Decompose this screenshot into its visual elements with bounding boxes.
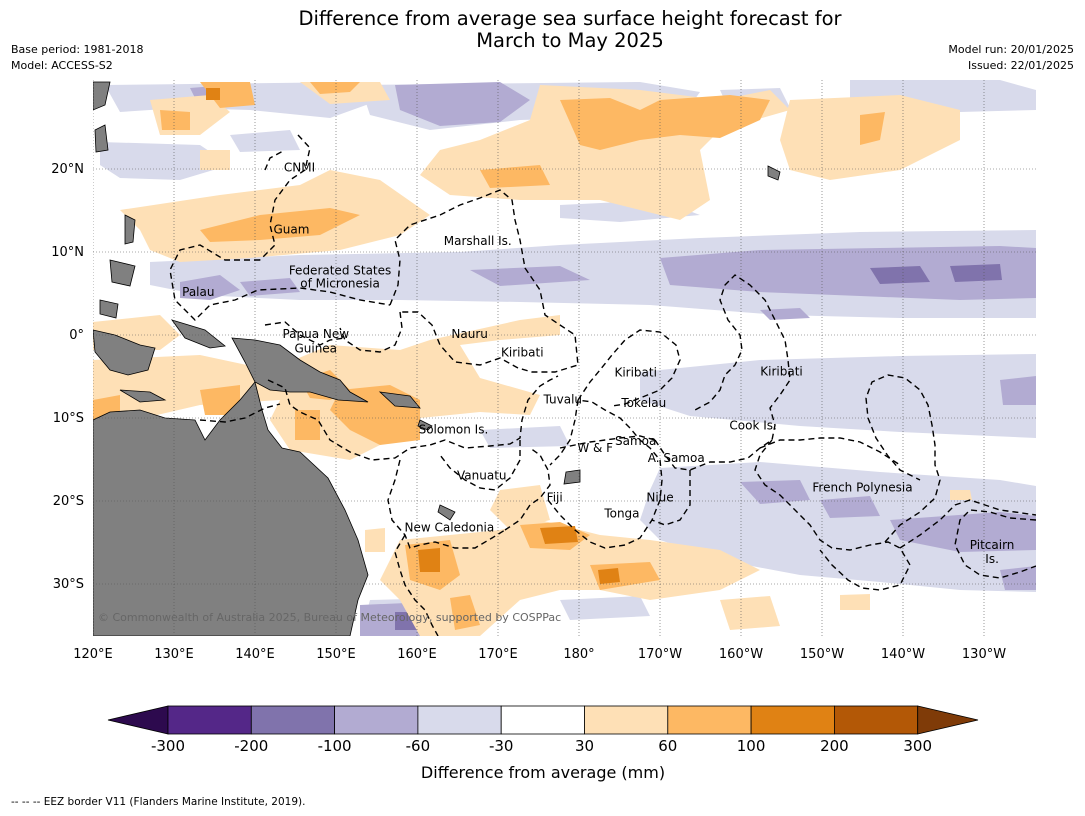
region-label: W & F xyxy=(577,441,613,455)
colorbar-ticks: -300 -200 -100 -60 -30 30 60 100 200 300 xyxy=(151,737,932,755)
model-name: Model: ACCESS-S2 xyxy=(11,59,113,72)
lat-tick-label: 20°N xyxy=(51,162,84,177)
colorbar-tick-label: 60 xyxy=(658,737,677,755)
region-label: of Micronesia xyxy=(300,277,380,291)
region-label: Tuvalu xyxy=(543,393,583,407)
region-label: Tonga xyxy=(603,506,639,520)
colorbar-tick-label: 30 xyxy=(575,737,594,755)
title-line-2: March to May 2025 xyxy=(476,29,664,52)
region-label: Papua New xyxy=(282,327,349,341)
meta-right: Model run: 20/01/2025 Issued: 22/01/2025 xyxy=(948,42,1074,74)
lat-tick-label: 0° xyxy=(69,328,84,343)
colorbar-tick-label: 300 xyxy=(903,737,932,755)
colorbar-box xyxy=(167,705,252,735)
model-run: Model run: 20/01/2025 xyxy=(948,43,1074,56)
region-label: Kiribati xyxy=(614,365,656,379)
colorbar-tick-label: 200 xyxy=(820,737,849,755)
colorbar-min-extend xyxy=(107,705,169,735)
colorbar-box xyxy=(334,705,419,735)
region-label: Marshall Is. xyxy=(444,234,512,248)
region-label: Nauru xyxy=(451,327,487,341)
eez-footnote: -- -- -- EEZ border V11 (Flanders Marine… xyxy=(11,796,306,808)
lon-tick-label: 150°E xyxy=(316,647,356,662)
region-label: Federated States xyxy=(289,263,391,277)
region-label: Vanuatu xyxy=(457,468,507,482)
colorbar-max-extend xyxy=(917,705,979,735)
colorbar-tick-label: -100 xyxy=(318,737,352,755)
region-label: Fiji xyxy=(547,491,563,505)
lat-tick-label: 10°N xyxy=(51,245,84,260)
region-label: CNMI xyxy=(284,160,315,174)
region-label: A. Samoa xyxy=(648,451,705,465)
lon-tick-label: 170°E xyxy=(478,647,518,662)
colorbar-label: Difference from average (mm) xyxy=(421,763,665,782)
colorbar-tick-label: -300 xyxy=(151,737,185,755)
region-label: Kiribati xyxy=(760,365,802,379)
lat-tick-label: 20°S xyxy=(53,494,84,509)
base-period: Base period: 1981-2018 xyxy=(11,43,144,56)
eez-borders xyxy=(169,134,1036,636)
lon-tick-label: 130°W xyxy=(962,647,1006,662)
longitude-labels: 120°E 130°E 140°E 150°E 160°E 170°E 180° 170°W 1… xyxy=(73,647,1006,662)
lon-tick-label: 150°W xyxy=(800,647,844,662)
lon-tick-label: 170°W xyxy=(638,647,682,662)
title-line-1: Difference from average sea surface heig… xyxy=(298,7,842,30)
land-masses xyxy=(93,81,781,636)
latitude-labels: 20°N 10°N 0° 10°S 20°S 30°S xyxy=(51,162,84,592)
lon-tick-label: 160°E xyxy=(397,647,437,662)
region-label: Guinea xyxy=(294,341,337,355)
issued-date: Issued: 22/01/2025 xyxy=(967,59,1074,72)
lon-tick-label: 140°E xyxy=(235,647,275,662)
chart-title: Difference from average sea surface heig… xyxy=(0,8,1085,52)
meta-left: Base period: 1981-2018 Model: ACCESS-S2 xyxy=(11,42,143,74)
lon-tick-label: 130°E xyxy=(154,647,194,662)
region-label: Samoa xyxy=(615,434,656,448)
colorbar-box xyxy=(584,705,669,735)
lon-tick-label: 140°W xyxy=(881,647,925,662)
region-label: Pitcairn xyxy=(970,538,1015,552)
colorbar-tick-label: -30 xyxy=(489,737,514,755)
lat-tick-label: 10°S xyxy=(53,411,84,426)
colorbar-tick-label: 100 xyxy=(737,737,766,755)
copyright-text: © Commonwealth of Australia 2025, Bureau… xyxy=(98,611,561,624)
lon-tick-label: 120°E xyxy=(73,647,113,662)
region-label: Niue xyxy=(646,491,673,505)
colorbar-box xyxy=(667,705,752,735)
region-label: Tokelau xyxy=(620,396,666,410)
region-label: Palau xyxy=(182,285,214,299)
lon-tick-label: 180° xyxy=(563,647,594,662)
region-label: Cook Is. xyxy=(729,418,776,432)
colorbar-box xyxy=(417,705,502,735)
colorbar-box xyxy=(250,705,336,735)
colorbar-tick-label: -60 xyxy=(406,737,431,755)
region-label: New Caledonia xyxy=(405,521,495,535)
colorbar-box xyxy=(750,705,835,735)
graticule xyxy=(93,80,1036,636)
region-label: Solomon Is. xyxy=(419,423,489,437)
colorbar-boxes xyxy=(107,705,979,735)
region-label: French Polynesia xyxy=(812,481,912,495)
lon-tick-label: 160°W xyxy=(719,647,763,662)
lat-tick-label: 30°S xyxy=(53,577,84,592)
region-label: Kiribati xyxy=(501,345,543,359)
region-label: Is. xyxy=(985,552,999,566)
colorbar-box xyxy=(500,705,585,735)
region-label: Guam xyxy=(273,223,309,237)
colorbar-box xyxy=(834,705,919,735)
colorbar-tick-label: -200 xyxy=(234,737,268,755)
